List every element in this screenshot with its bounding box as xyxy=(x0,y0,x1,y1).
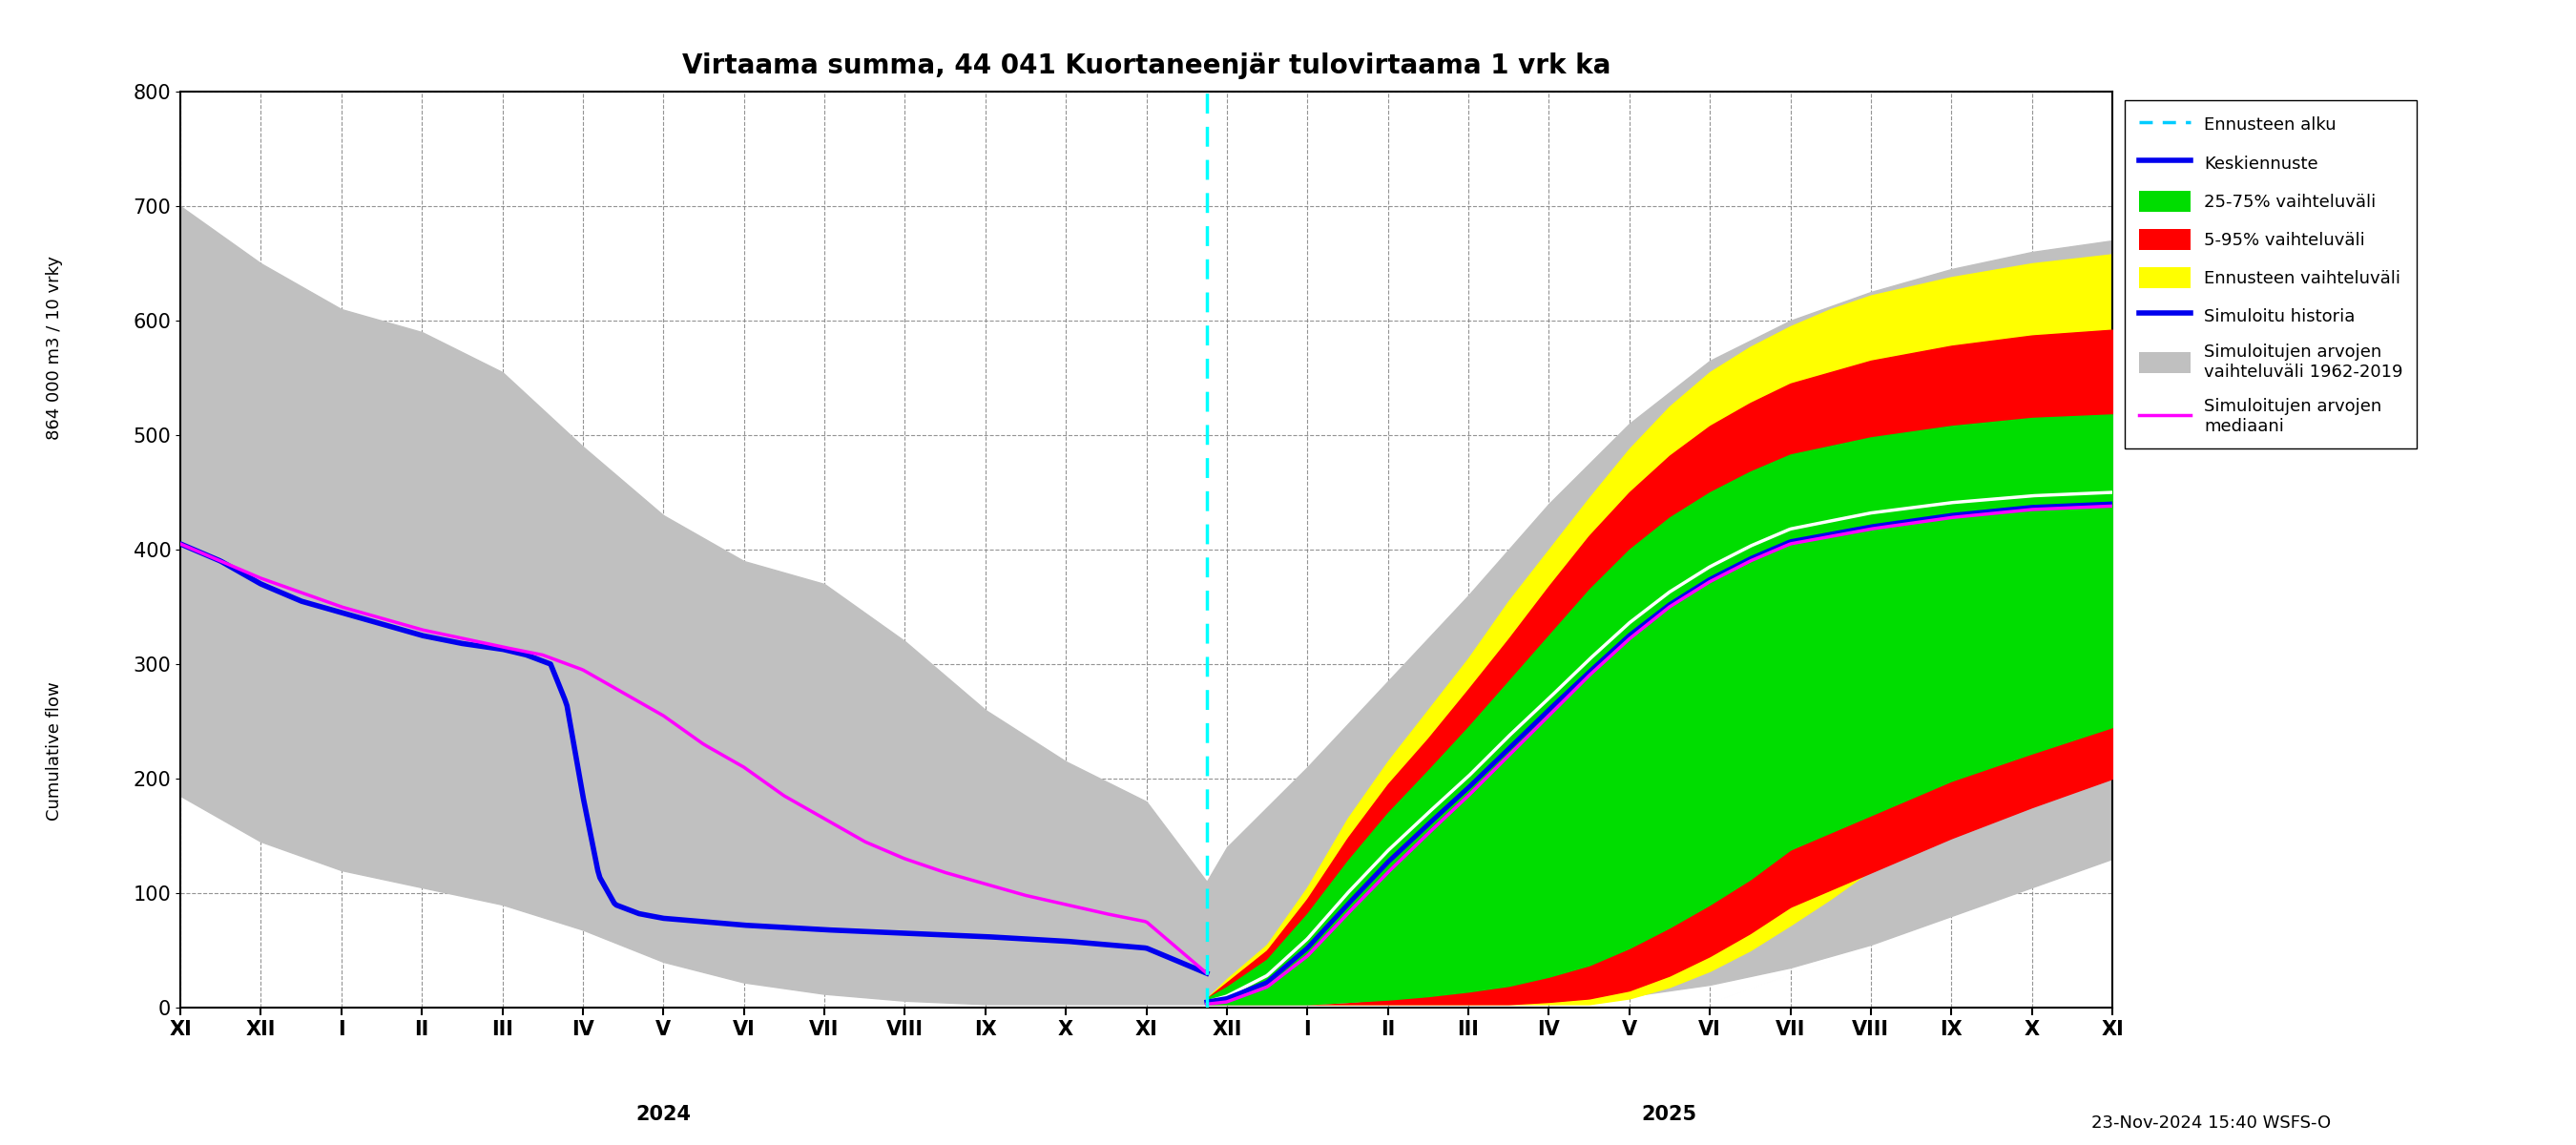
Text: Cumulative flow: Cumulative flow xyxy=(46,681,64,821)
Text: 2024: 2024 xyxy=(636,1105,690,1124)
Text: 2025: 2025 xyxy=(1641,1105,1698,1124)
Text: 23-Nov-2024 15:40 WSFS-O: 23-Nov-2024 15:40 WSFS-O xyxy=(2092,1114,2331,1131)
Text: 864 000 m3 / 10 vrky: 864 000 m3 / 10 vrky xyxy=(46,256,64,440)
Title: Virtaama summa, 44 041 Kuortaneenjär tulovirtaama 1 vrk ka: Virtaama summa, 44 041 Kuortaneenjär tul… xyxy=(683,52,1610,79)
Legend: Ennusteen alku, Keskiennuste, 25-75% vaihteluväli, 5-95% vaihteluväli, Ennusteen: Ennusteen alku, Keskiennuste, 25-75% vai… xyxy=(2125,101,2416,449)
